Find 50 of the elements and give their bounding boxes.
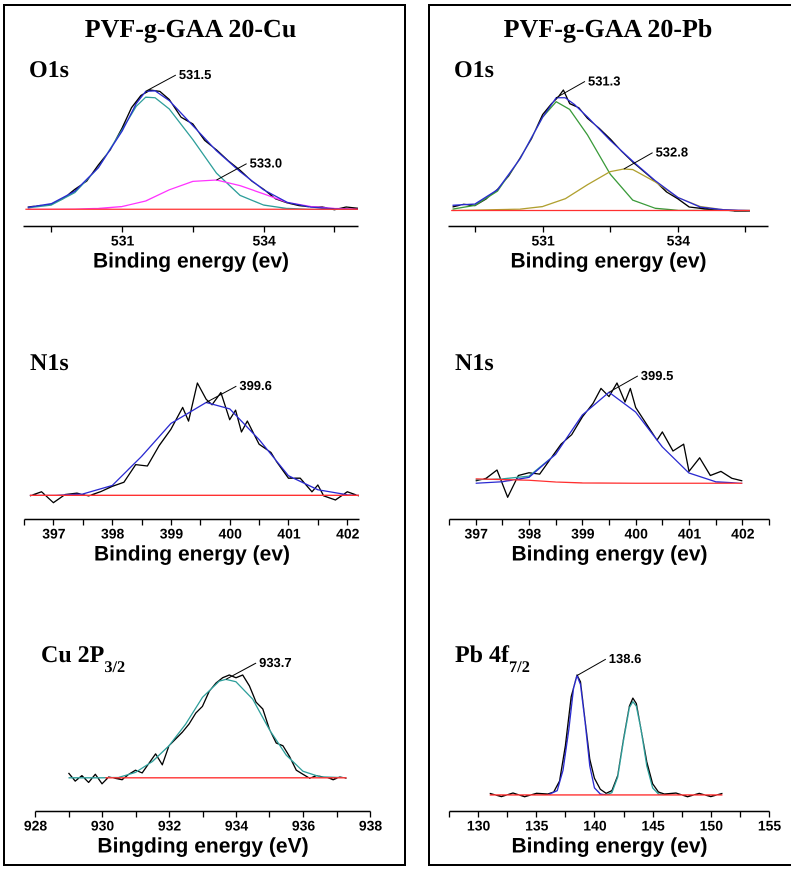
annotation: 399.5	[640, 367, 674, 382]
text: N1s	[455, 350, 494, 376]
x-axis-title: Binding energy (ev)	[92, 250, 290, 272]
x-tick-label: 397	[42, 525, 66, 541]
annotation: 138.6	[608, 651, 642, 666]
text: N1s	[30, 350, 69, 376]
x-axis-title: Bingding energy (eV)	[97, 834, 309, 858]
x-tick-label: 534	[666, 232, 690, 248]
text: O1s	[454, 57, 494, 83]
x-tick-label: 140	[583, 818, 607, 834]
x-tick-label: 399	[160, 525, 184, 541]
x-tick-label: 531	[110, 232, 134, 248]
x-tick-label: 145	[641, 818, 666, 834]
x-axis-title: Binding energy (ev)	[94, 542, 290, 565]
x-tick-label: 150	[700, 818, 724, 834]
x-tick-label: 928	[24, 818, 48, 834]
x-tick-label: 936	[292, 818, 316, 834]
x-tick-label: 534	[252, 232, 276, 248]
annotation: Cu 2P$_{3/2}$	[41, 642, 126, 676]
x-tick-label: 938	[358, 818, 382, 834]
x-axis-title: Binding energy (ev)	[511, 542, 708, 565]
x-tick-label: 531	[531, 232, 556, 248]
chart-title: PVF-g-GAA 20-Pb	[504, 14, 712, 43]
x-tick-label: 135	[525, 818, 549, 834]
annotation: Pb 4f$_{7/2}$	[455, 642, 530, 676]
annotation: 533.0	[250, 156, 282, 171]
x-tick-label: 399	[571, 525, 595, 541]
x-axis-title: Binding energy (ev)	[510, 250, 707, 272]
annotation: 531.5	[178, 67, 212, 82]
annotation: 531.3	[588, 73, 621, 88]
annotation: 532.8	[656, 144, 688, 160]
x-tick-label: 400	[624, 525, 648, 541]
x-tick-label: 397	[464, 525, 488, 541]
chart-title: PVF-g-GAA 20-Cu	[84, 14, 296, 43]
x-tick-label: 130	[466, 818, 490, 834]
x-tick-label: 932	[158, 818, 182, 834]
text: O1s	[29, 57, 70, 83]
annotation: 933.7	[259, 655, 292, 670]
x-tick-label: 934	[224, 818, 248, 834]
x-axis-title: Binding energy (ev)	[511, 834, 708, 858]
annotation: 399.6	[239, 378, 272, 393]
x-tick-label: 930	[90, 818, 114, 834]
x-tick-label: 398	[100, 525, 125, 541]
x-tick-label: 401	[277, 525, 301, 541]
x-tick-label: 155	[758, 818, 782, 834]
x-tick-label: 400	[218, 525, 242, 541]
x-tick-label: 402	[336, 525, 360, 541]
x-tick-label: 401	[678, 525, 702, 541]
x-tick-label: 402	[731, 525, 755, 541]
x-tick-label: 398	[518, 525, 542, 541]
